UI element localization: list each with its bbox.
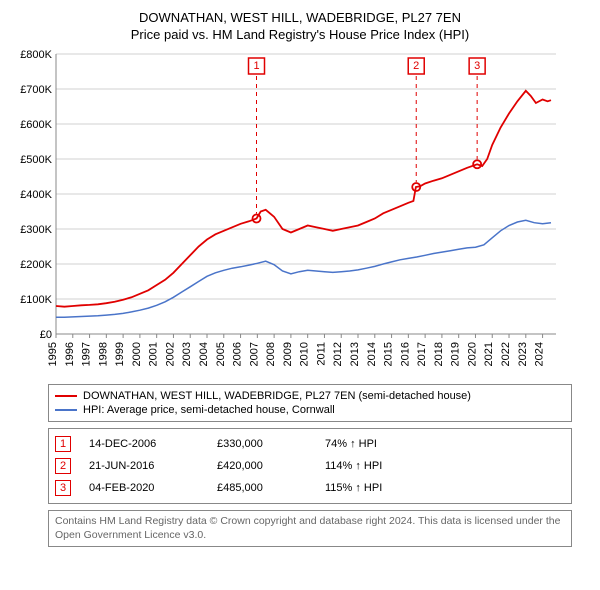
chart-svg: £0 £100K £200K £300K £400K £500K £600K £700K £80… bbox=[8, 48, 568, 378]
chart-subtitle: Price paid vs. HM Land Registry's House … bbox=[8, 27, 592, 42]
event-date: 14-DEC-2006 bbox=[89, 438, 199, 450]
marker-number: 2 bbox=[413, 60, 419, 72]
x-tick-label: 2017 bbox=[416, 342, 428, 366]
y-tick-label: £300K bbox=[20, 224, 52, 236]
attribution: Contains HM Land Registry data © Crown c… bbox=[48, 510, 572, 547]
x-tick-label: 2012 bbox=[332, 342, 344, 366]
series-line bbox=[56, 220, 551, 317]
x-tick-label: 1995 bbox=[47, 342, 59, 366]
event-row: 1 14-DEC-2006 £330,000 74% ↑ HPI bbox=[55, 433, 565, 455]
x-tick-label: 2016 bbox=[399, 342, 411, 366]
y-tick-label: £800K bbox=[20, 49, 52, 61]
x-tick-label: 1996 bbox=[64, 342, 76, 366]
event-price: £330,000 bbox=[217, 438, 307, 450]
x-tick-label: 2009 bbox=[282, 342, 294, 366]
event-row: 3 04-FEB-2020 £485,000 115% ↑ HPI bbox=[55, 477, 565, 499]
chart-container: DOWNATHAN, WEST HILL, WADEBRIDGE, PL27 7… bbox=[0, 0, 600, 551]
event-price: £420,000 bbox=[217, 460, 307, 472]
y-tick-label: £0 bbox=[40, 329, 52, 341]
x-tick-label: 2024 bbox=[534, 342, 546, 366]
y-tick-label: £100K bbox=[20, 294, 52, 306]
x-tick-label: 2018 bbox=[433, 342, 445, 366]
series-line bbox=[56, 91, 551, 307]
event-pct: 115% ↑ HPI bbox=[325, 482, 425, 494]
legend-label: HPI: Average price, semi-detached house,… bbox=[83, 404, 335, 416]
x-tick-label: 2013 bbox=[349, 342, 361, 366]
y-tick-label: £600K bbox=[20, 119, 52, 131]
legend-swatch bbox=[55, 395, 77, 397]
event-date: 21-JUN-2016 bbox=[89, 460, 199, 472]
x-tick-label: 2002 bbox=[164, 342, 176, 366]
chart-title: DOWNATHAN, WEST HILL, WADEBRIDGE, PL27 7… bbox=[8, 10, 592, 25]
x-tick-label: 1999 bbox=[114, 342, 126, 366]
x-tick-label: 2011 bbox=[315, 342, 327, 366]
event-marker: 3 bbox=[55, 480, 71, 496]
x-tick-label: 2021 bbox=[483, 342, 495, 366]
x-tick-label: 2001 bbox=[148, 342, 160, 366]
x-tick-label: 2014 bbox=[366, 342, 378, 366]
marker-number: 3 bbox=[474, 60, 480, 72]
x-tick-label: 2020 bbox=[466, 342, 478, 366]
x-tick-label: 2004 bbox=[198, 342, 210, 366]
x-tick-label: 2005 bbox=[215, 342, 227, 366]
chart-plot: £0 £100K £200K £300K £400K £500K £600K £700K £80… bbox=[8, 48, 592, 378]
events-table: 1 14-DEC-2006 £330,000 74% ↑ HPI 2 21-JUN-201… bbox=[48, 428, 572, 504]
event-pct: 74% ↑ HPI bbox=[325, 438, 425, 450]
x-tick-label: 2006 bbox=[232, 342, 244, 366]
legend: DOWNATHAN, WEST HILL, WADEBRIDGE, PL27 7… bbox=[48, 384, 572, 422]
x-tick-label: 2008 bbox=[265, 342, 277, 366]
marker-number: 1 bbox=[253, 60, 259, 72]
legend-row: DOWNATHAN, WEST HILL, WADEBRIDGE, PL27 7… bbox=[55, 389, 565, 403]
x-tick-label: 2023 bbox=[517, 342, 529, 366]
x-tick-label: 2000 bbox=[131, 342, 143, 366]
x-tick-label: 1997 bbox=[81, 342, 93, 366]
legend-label: DOWNATHAN, WEST HILL, WADEBRIDGE, PL27 7… bbox=[83, 390, 471, 402]
x-tick-label: 2019 bbox=[450, 342, 462, 366]
x-tick-label: 2010 bbox=[299, 342, 311, 366]
y-tick-label: £500K bbox=[20, 154, 52, 166]
x-tick-label: 2015 bbox=[383, 342, 395, 366]
x-tick-label: 1998 bbox=[97, 342, 109, 366]
event-date: 04-FEB-2020 bbox=[89, 482, 199, 494]
legend-swatch bbox=[55, 409, 77, 411]
event-row: 2 21-JUN-2016 £420,000 114% ↑ HPI bbox=[55, 455, 565, 477]
y-tick-label: £700K bbox=[20, 84, 52, 96]
legend-row: HPI: Average price, semi-detached house,… bbox=[55, 403, 565, 417]
y-tick-label: £400K bbox=[20, 189, 52, 201]
event-price: £485,000 bbox=[217, 482, 307, 494]
event-marker: 1 bbox=[55, 436, 71, 452]
x-tick-label: 2007 bbox=[248, 342, 260, 366]
event-pct: 114% ↑ HPI bbox=[325, 460, 425, 472]
event-marker: 2 bbox=[55, 458, 71, 474]
x-tick-label: 2022 bbox=[500, 342, 512, 366]
x-tick-label: 2003 bbox=[181, 342, 193, 366]
y-tick-label: £200K bbox=[20, 259, 52, 271]
title-block: DOWNATHAN, WEST HILL, WADEBRIDGE, PL27 7… bbox=[8, 10, 592, 42]
